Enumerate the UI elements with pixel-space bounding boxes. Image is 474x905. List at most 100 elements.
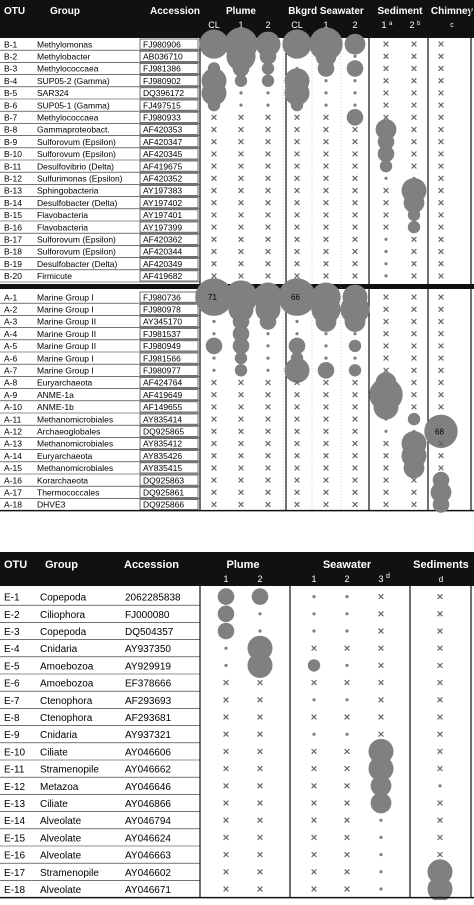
p1-b-B-14-5-x-mark xyxy=(352,199,358,206)
p1-b-B-7-3-x-mark xyxy=(294,114,300,121)
p1-a-A-2-3-bubble xyxy=(295,307,299,311)
p1-group-sediment: Sediment xyxy=(377,6,423,17)
p2-E-8-2-x-mark xyxy=(311,714,317,720)
p1-a-A-2-8-x-mark xyxy=(438,306,444,313)
p1-b-B-16-8-x-mark xyxy=(438,224,444,230)
p1-b-B-17-6-bubble xyxy=(384,237,388,241)
p1-b-B-17-7-x-mark xyxy=(411,236,417,243)
p1-a-A-18-0-x-mark xyxy=(211,501,217,508)
p1-b-B-1-0-bubble xyxy=(199,29,229,59)
p1-b-B-13-0-x-mark xyxy=(211,187,217,194)
p1-a-A-18-8-bubble xyxy=(432,496,450,513)
p1-b-B-6-6-x-mark xyxy=(383,102,389,108)
p1-a-A-17-5-x-mark xyxy=(352,489,358,496)
p2-E-18-0-x-mark xyxy=(223,886,229,892)
p1-b-acc-box xyxy=(139,197,199,209)
p2-group-label: Alveolate xyxy=(40,833,82,844)
p1-b-acc-box xyxy=(139,148,199,160)
p2-group-seawater: Seawater xyxy=(323,559,372,571)
p1-a-A-13-5-x-mark xyxy=(352,440,358,447)
p1-b-B-10-3-x-mark xyxy=(294,151,300,157)
p1-a-acc-label: FJ980949 xyxy=(143,341,181,351)
p2-E-2-3-bubble xyxy=(345,612,349,616)
p1-b-B-9-3-x-mark xyxy=(294,138,300,145)
p1-a-A-13-6-x-mark xyxy=(383,440,389,447)
p1-b-B-3-5-bubble xyxy=(346,60,364,77)
p1-b-B-18-4-x-mark xyxy=(323,248,329,255)
p1-a-acc-label: FJ980736 xyxy=(143,292,181,302)
p2-sub-plume-1: 2 xyxy=(257,574,262,584)
p1-a-otu-label: A-11 xyxy=(4,414,22,424)
p1-a-A-9-5-x-mark xyxy=(352,391,358,398)
p2-E-16-0-x-mark xyxy=(223,851,229,858)
p1-b-B-1-2-bubble xyxy=(255,31,281,57)
p1-a-acc-label: FJ980977 xyxy=(143,366,181,376)
p1-a-A-10-8-x-mark xyxy=(438,404,444,410)
p1-a-otu-label: A-12 xyxy=(4,427,22,437)
p1-a-A-14-5-x-mark xyxy=(352,452,358,459)
p1-a-A-8-0-x-mark xyxy=(211,379,217,386)
p1-a-A-10-0-x-mark xyxy=(211,404,217,410)
p1-group-chimney: Chimney xyxy=(431,6,474,17)
p1-b-B-15-1-x-mark xyxy=(238,212,244,218)
p1-a-otu-label: A-8 xyxy=(4,378,18,388)
p1-b-B-13-6-x-mark xyxy=(383,187,389,194)
p2-E-2-5-x-mark xyxy=(437,610,443,617)
p1-b-B-12-3-x-mark xyxy=(294,175,300,182)
p2-col-group: Group xyxy=(45,559,78,571)
p1-a-A-10-1-x-mark xyxy=(238,404,244,410)
p1-b-B-8-3-x-mark xyxy=(294,126,300,133)
p1-a-A-15-2-x-mark xyxy=(265,465,271,471)
p1-sup-sed-0: a xyxy=(389,21,393,27)
p1-b-B-3-7-x-mark xyxy=(411,65,417,72)
p1-a-A-9-7-x-mark xyxy=(411,391,417,398)
p1-b-B-5-4-bubble xyxy=(324,91,328,95)
p1-b-B-16-5-x-mark xyxy=(352,224,358,230)
p1-a-otu-label: A-14 xyxy=(4,451,22,461)
p2-E-3-1-bubble xyxy=(258,629,262,633)
p2-acc-label: AY046794 xyxy=(125,816,171,827)
p2-E-3-2-bubble xyxy=(312,629,316,633)
p1-b-B-19-1-x-mark xyxy=(238,260,244,267)
p1-a-A-13-1-x-mark xyxy=(238,440,244,447)
p1-a-acc-box xyxy=(139,462,199,474)
p2-E-11-5-x-mark xyxy=(437,765,443,772)
p1-b-B-19-3-x-mark xyxy=(294,260,300,267)
p1-a-acc-label: AF149655 xyxy=(143,402,182,412)
p1-a-A-12-8-bubble xyxy=(424,414,458,448)
p1-b-B-8-2-x-mark xyxy=(265,126,271,133)
p2-acc-label: AY046624 xyxy=(125,833,171,844)
p1-b-B-2-0-bubble xyxy=(212,54,216,58)
p1-a-A-10-2-x-mark xyxy=(265,404,271,410)
p1-b-acc-box xyxy=(139,185,199,196)
p1-a-A-5-8-x-mark xyxy=(438,343,444,349)
p1-b-B-6-5-bubble xyxy=(353,103,357,107)
p1-a-acc-label: AF419649 xyxy=(143,390,182,400)
p1-a-A-18-4-x-mark xyxy=(323,501,329,508)
p2-E-13-0-x-mark xyxy=(223,800,229,806)
p1-a-A-12-1-x-mark xyxy=(238,428,244,435)
p2-group-label: Alveolate xyxy=(40,851,82,862)
p1-b-acc-label: FJ981386 xyxy=(143,64,181,74)
p1-a-A-3-8-x-mark xyxy=(438,318,444,325)
p1-b-B-5-2-bubble xyxy=(266,91,270,95)
p1-a-A-15-8-x-mark xyxy=(438,465,444,471)
p1-b-B-6-1-bubble xyxy=(239,103,243,107)
p2-E-10-3-x-mark xyxy=(344,748,350,755)
p2-E-5-4-x-mark xyxy=(378,662,384,669)
p1-b-B-2-7-x-mark xyxy=(411,53,417,60)
p1-b-B-16-7-bubble xyxy=(407,220,421,234)
p2-E-9-5-x-mark xyxy=(437,731,443,738)
p1-a-A-4-4-bubble xyxy=(324,332,328,336)
p1-a-acc-box xyxy=(139,413,199,425)
p1-a-acc-box xyxy=(139,425,199,437)
p1-b-B-2-8-x-mark xyxy=(438,53,444,60)
p1-a-A-10-3-x-mark xyxy=(294,404,300,410)
p1-a-A-17-7-x-mark xyxy=(411,489,417,496)
p1-sub-bkgrd-0: CL xyxy=(291,20,303,30)
p1-b-B-13-3-x-mark xyxy=(294,187,300,194)
p2-sup-sediments: d xyxy=(439,575,443,584)
p1-b-B-4-6-x-mark xyxy=(383,77,389,84)
p1-b-group-label: Sulforovum (Epsilon) xyxy=(37,149,116,159)
